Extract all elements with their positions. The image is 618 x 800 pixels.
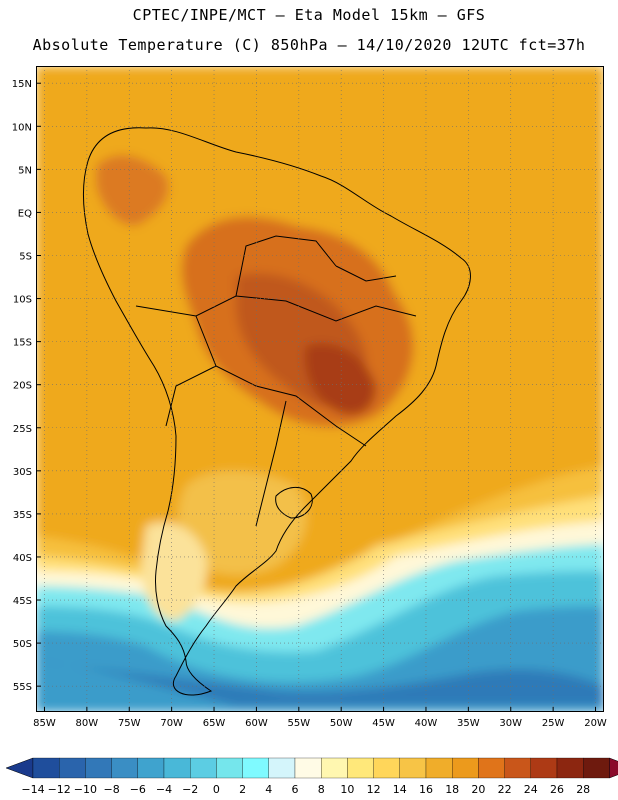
colorbar-swatch [137,757,165,779]
lon-tick-label: 85W [33,718,56,729]
colorbar: −14 −12 −10 −8 −6 −4 −2 0 2 4 6 8 10 12 14 16 18 20 22 24 26… [5,757,618,796]
colorbar-arrow-low [5,757,34,779]
colorbar-label: 2 [239,783,246,796]
colorbar-label: −8 [103,783,119,796]
colorbar-label: −4 [156,783,172,796]
colorbar-swatch [163,757,191,779]
colorbar-label: 8 [318,783,325,796]
colorbar-swatch [478,757,505,779]
colorbar-label: 22 [498,783,512,796]
lat-tick-label: 20S [13,381,32,392]
colorbar-swatch [373,757,400,779]
colorbar-swatch [321,757,348,779]
colorbar-swatch [530,757,558,779]
colorbar-label: 4 [265,783,272,796]
lon-tick-label: 55W [287,718,310,729]
lon-tick-label: 50W [330,718,353,729]
colorbar-label: −10 [74,783,97,796]
lat-tick-label: 45S [13,596,32,607]
colorbar-swatch [452,757,479,779]
lat-tick-label: 25S [13,424,32,435]
lat-tick-label: 10S [13,295,32,306]
lon-tick-label: 35W [457,718,480,729]
map-frame [36,66,604,712]
colorbar-swatch [32,757,60,779]
colorbar-label: 14 [393,783,407,796]
colorbar-label: 0 [213,783,220,796]
colorbar-label: −12 [48,783,71,796]
lon-tick-label: 40W [415,718,438,729]
colorbar-label: 10 [340,783,354,796]
map-canvas [36,66,604,712]
title-line-2: Absolute Temperature (C) 850hPa – 14/10/… [32,36,586,54]
lat-tick-label: EQ [18,208,32,219]
lat-tick-label: 5N [18,165,32,176]
colorbar-label: 16 [419,783,433,796]
colorbar-swatch [399,757,427,779]
colorbar-swatch [268,757,296,779]
colorbar-label: 20 [471,783,485,796]
lon-tick-label: 65W [203,718,226,729]
colorbar-label: 24 [524,783,538,796]
lat-tick-label: 10N [12,122,32,133]
colorbar-swatch [556,757,584,779]
colorbar-swatch [504,757,531,779]
colorbar-label: 12 [367,783,381,796]
lat-tick-label: 35S [13,510,32,521]
lat-tick-label: 50S [13,639,32,650]
lon-tick-label: 70W [160,718,183,729]
colorbar-label: −6 [130,783,146,796]
coastline [83,127,471,696]
colorbar-swatch [85,757,112,779]
colorbar-label: −2 [182,783,198,796]
lat-tick-label: 15S [13,338,32,349]
lon-tick-label: 80W [76,718,99,729]
colorbar-arrow-high [609,757,618,779]
graticule [36,66,604,712]
colorbar-swatch [242,757,269,779]
colorbar-label: 26 [550,783,564,796]
colorbar-swatch [216,757,243,779]
colorbar-label: −14 [21,783,44,796]
temperature-map [36,66,604,712]
lat-tick-label: 30S [13,467,32,478]
lon-tick-label: 45W [372,718,395,729]
lat-tick-label: 40S [13,553,32,564]
lon-tick-label: 25W [542,718,565,729]
lat-tick-label: 55S [13,682,32,693]
colorbar-swatch [347,757,374,779]
colorbar-swatch [111,757,138,779]
colorbar-label: 6 [292,783,299,796]
lon-tick-label: 60W [245,718,268,729]
lon-tick-label: 20W [584,718,607,729]
colorbar-swatch [59,757,86,779]
colorbar-swatch [190,757,217,779]
temperature-field [36,66,604,712]
colorbar-label: 28 [576,783,590,796]
lat-tick-label: 15N [12,79,32,90]
colorbar-label: 18 [445,783,459,796]
lon-tick-label: 75W [118,718,141,729]
title-line-1: CPTEC/INPE/MCT – Eta Model 15km – GFS [132,6,486,24]
lat-tick-label: 5S [19,251,32,262]
colorbar-swatch [583,757,610,779]
colorbar-swatch [425,757,453,779]
colorbar-swatch [294,757,322,779]
lon-tick-label: 30W [499,718,522,729]
